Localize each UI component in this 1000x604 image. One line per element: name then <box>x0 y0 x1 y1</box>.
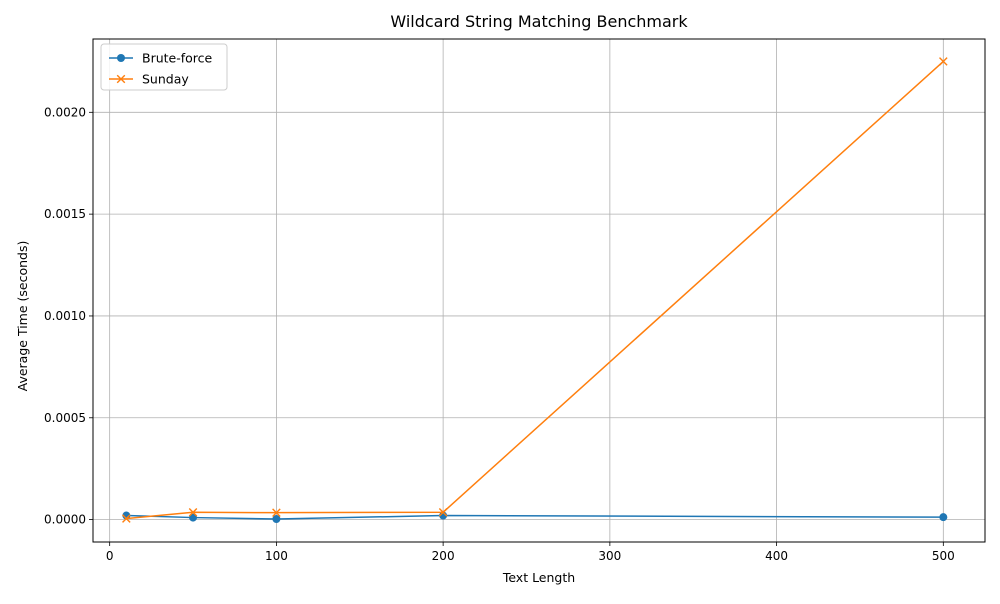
ticks: 0 100 200 300 400 500 0.0000 0.0005 0.0010 0.0015… <box>44 105 955 563</box>
brute-force-point <box>939 513 948 522</box>
marker-stroke <box>122 514 131 523</box>
grid <box>93 39 985 542</box>
legend-marker <box>116 74 126 84</box>
legend-item-sunday: Sunday <box>109 72 189 87</box>
y-tick-label: 0.0000 <box>44 513 86 527</box>
legend: Brute-force Sunday <box>100 43 228 91</box>
sunday-point <box>188 507 198 517</box>
x-tick-label: 100 <box>265 549 288 563</box>
legend-label: Sunday <box>142 72 189 87</box>
x-tick-label: 300 <box>598 549 621 563</box>
y-tick-label: 0.0015 <box>44 207 86 221</box>
chart-title: Wildcard String Matching Benchmark <box>390 12 688 31</box>
marker-stroke <box>438 507 448 517</box>
sunday-point <box>438 507 448 517</box>
marker-stroke <box>939 57 948 66</box>
legend-item-brute-force: Brute-force <box>109 51 213 66</box>
plot-frame <box>92 38 986 543</box>
x-axis-label: Text Length <box>502 570 575 585</box>
brute-force-point <box>272 514 281 523</box>
legend-label: Brute-force <box>142 51 213 66</box>
series-layer <box>122 57 948 523</box>
y-tick-label: 0.0020 <box>44 105 86 119</box>
sunday-series <box>122 57 948 523</box>
y-tick-label: 0.0010 <box>44 309 86 323</box>
x-tick-label: 200 <box>432 549 455 563</box>
sunday-point <box>939 57 948 66</box>
x-tick-label: 400 <box>765 549 788 563</box>
marker-stroke <box>272 508 281 517</box>
sunday-point <box>122 514 131 523</box>
x-tick-label: 0 <box>106 549 114 563</box>
sunday-point <box>272 508 281 517</box>
y-axis-label: Average Time (seconds) <box>15 241 30 392</box>
x-tick-label: 500 <box>932 549 955 563</box>
y-tick-label: 0.0005 <box>44 411 86 425</box>
marker-stroke <box>188 507 198 517</box>
legend-marker <box>117 54 125 62</box>
brute-force-point <box>189 513 198 522</box>
